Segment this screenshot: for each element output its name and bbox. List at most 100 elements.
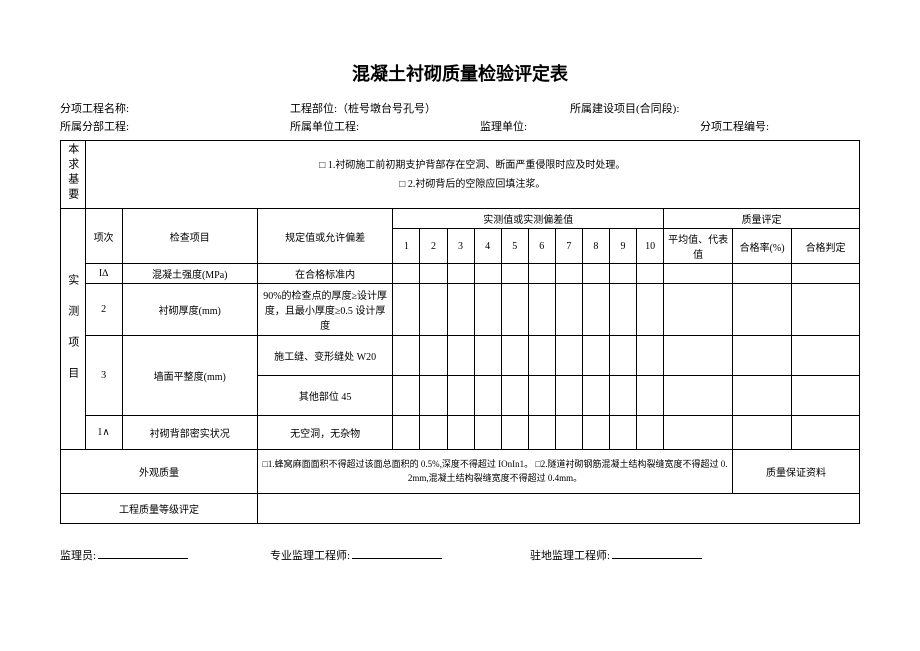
- hdr-spec: 规定值或允许偏差: [257, 209, 392, 264]
- r2-rate[interactable]: [733, 284, 792, 336]
- r1-v9[interactable]: [609, 264, 636, 284]
- r3b-v7[interactable]: [555, 376, 582, 416]
- r3a-v5[interactable]: [501, 336, 528, 376]
- r3a-avg[interactable]: [664, 336, 733, 376]
- r2-v5[interactable]: [501, 284, 528, 336]
- r2-v7[interactable]: [555, 284, 582, 336]
- r2-v2[interactable]: [420, 284, 447, 336]
- r1-v5[interactable]: [501, 264, 528, 284]
- r2-v1[interactable]: [393, 284, 420, 336]
- r1-v6[interactable]: [528, 264, 555, 284]
- grade-value[interactable]: [257, 494, 859, 524]
- r1-v8[interactable]: [582, 264, 609, 284]
- requirements-text: □ 1.衬砌施工前初期支护背部存在空洞、断面严重侵限时应及时处理。 □ 2.衬砌…: [85, 141, 859, 209]
- r4-v1[interactable]: [393, 416, 420, 450]
- signature-row: 监理员: 专业监理工程师: 驻地监理工程师:: [60, 546, 860, 563]
- r2-v9[interactable]: [609, 284, 636, 336]
- r1-v3[interactable]: [447, 264, 474, 284]
- r3b-v8[interactable]: [582, 376, 609, 416]
- r1-v1[interactable]: [393, 264, 420, 284]
- r3b-v3[interactable]: [447, 376, 474, 416]
- r4-v3[interactable]: [447, 416, 474, 450]
- r3a-v4[interactable]: [474, 336, 501, 376]
- r1-v2[interactable]: [420, 264, 447, 284]
- r4-v4[interactable]: [474, 416, 501, 450]
- requirements-side: 本求基要: [61, 141, 86, 209]
- sig-supervisor-line[interactable]: [98, 546, 188, 559]
- sig-prof-engineer: 专业监理工程师:: [270, 546, 530, 563]
- r2-judge[interactable]: [792, 284, 860, 336]
- r3a-v8[interactable]: [582, 336, 609, 376]
- r4-v2[interactable]: [420, 416, 447, 450]
- r1-v7[interactable]: [555, 264, 582, 284]
- r3b-judge[interactable]: [792, 376, 860, 416]
- hdr-c6: 6: [528, 229, 555, 264]
- appearance-label: 外观质量: [61, 450, 258, 494]
- r3b-v9[interactable]: [609, 376, 636, 416]
- r3b-v4[interactable]: [474, 376, 501, 416]
- r3a-v10[interactable]: [637, 336, 664, 376]
- requirements-row: 本求基要 □ 1.衬砌施工前初期支护背部存在空洞、断面严重侵限时应及时处理。 □…: [61, 141, 860, 209]
- sig-resident-engineer-label: 驻地监理工程师:: [530, 547, 610, 563]
- meta-contract-section: 所属建设项目(合同段):: [570, 100, 679, 116]
- sig-resident-engineer: 驻地监理工程师:: [530, 546, 702, 563]
- r3a-v7[interactable]: [555, 336, 582, 376]
- r1-avg[interactable]: [664, 264, 733, 284]
- data-row-1: I∆ 混凝土强度(MPa) 在合格标准内: [61, 264, 860, 284]
- hdr-quality: 质量评定: [664, 209, 860, 229]
- r2-v8[interactable]: [582, 284, 609, 336]
- r4-spec: 无空洞，无杂物: [257, 416, 392, 450]
- r4-avg[interactable]: [664, 416, 733, 450]
- r4-v10[interactable]: [637, 416, 664, 450]
- r4-v6[interactable]: [528, 416, 555, 450]
- inspection-table: 本求基要 □ 1.衬砌施工前初期支护背部存在空洞、断面严重侵限时应及时处理。 □…: [60, 140, 860, 524]
- r3a-v2[interactable]: [420, 336, 447, 376]
- hdr-c1: 1: [393, 229, 420, 264]
- req-line-1: □ 1.衬砌施工前初期支护背部存在空洞、断面严重侵限时应及时处理。: [89, 156, 856, 175]
- meta-subproject-name: 分项工程名称:: [60, 100, 290, 116]
- r4-rate[interactable]: [733, 416, 792, 450]
- r1-v10[interactable]: [637, 264, 664, 284]
- r4-item: 衬砌背部密实状况: [122, 416, 257, 450]
- r1-spec: 在合格标准内: [257, 264, 392, 284]
- r3b-v1[interactable]: [393, 376, 420, 416]
- header-row-1: 实 测 项 目 项次 检查项目 规定值或允许偏差 实测值或实测偏差值 质量评定: [61, 209, 860, 229]
- r3-spec-a: 施工缝、变形缝处 W20: [257, 336, 392, 376]
- r1-judge[interactable]: [792, 264, 860, 284]
- r4-judge[interactable]: [792, 416, 860, 450]
- r4-v8[interactable]: [582, 416, 609, 450]
- r3a-v9[interactable]: [609, 336, 636, 376]
- hdr-c8: 8: [582, 229, 609, 264]
- hdr-judge: 合格判定: [792, 229, 860, 264]
- r3a-v1[interactable]: [393, 336, 420, 376]
- r2-v6[interactable]: [528, 284, 555, 336]
- r1-v4[interactable]: [474, 264, 501, 284]
- meta-unit-project: 所属单位工程:: [290, 118, 480, 134]
- hdr-num: 项次: [85, 209, 122, 264]
- r2-v4[interactable]: [474, 284, 501, 336]
- r2-avg[interactable]: [664, 284, 733, 336]
- r4-v5[interactable]: [501, 416, 528, 450]
- r2-v3[interactable]: [447, 284, 474, 336]
- r3b-v10[interactable]: [637, 376, 664, 416]
- page-title: 混凝土衬砌质量检验评定表: [60, 60, 860, 86]
- r3b-rate[interactable]: [733, 376, 792, 416]
- hdr-c5: 5: [501, 229, 528, 264]
- r3b-v2[interactable]: [420, 376, 447, 416]
- sig-prof-engineer-line[interactable]: [352, 546, 442, 559]
- r3a-v3[interactable]: [447, 336, 474, 376]
- r4-v7[interactable]: [555, 416, 582, 450]
- r3b-avg[interactable]: [664, 376, 733, 416]
- r3-num: 3: [85, 336, 122, 416]
- r2-v10[interactable]: [637, 284, 664, 336]
- sig-resident-engineer-line[interactable]: [612, 546, 702, 559]
- r3a-rate[interactable]: [733, 336, 792, 376]
- r3a-judge[interactable]: [792, 336, 860, 376]
- hdr-c2: 2: [420, 229, 447, 264]
- r1-rate[interactable]: [733, 264, 792, 284]
- hdr-avg: 平均值、代表值: [664, 229, 733, 264]
- r3b-v6[interactable]: [528, 376, 555, 416]
- r4-v9[interactable]: [609, 416, 636, 450]
- r3b-v5[interactable]: [501, 376, 528, 416]
- r3a-v6[interactable]: [528, 336, 555, 376]
